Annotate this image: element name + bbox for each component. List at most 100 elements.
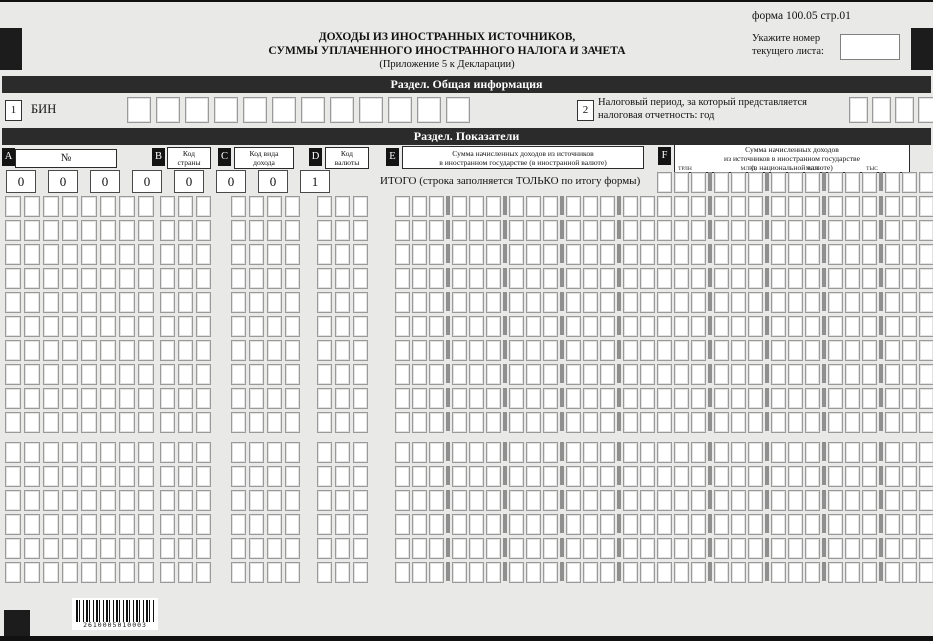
digit-cell[interactable] [828, 490, 843, 511]
digit-cell[interactable] [771, 562, 786, 583]
digit-cell[interactable] [862, 172, 877, 193]
digit-cell[interactable] [317, 268, 332, 289]
digit-cell[interactable] [429, 364, 444, 385]
digit-cell[interactable] [196, 220, 211, 241]
digit-cell[interactable] [600, 388, 615, 409]
digit-cell[interactable] [885, 412, 900, 433]
digit-cell[interactable] [623, 220, 638, 241]
digit-cell[interactable] [509, 388, 524, 409]
digit-cell[interactable] [788, 316, 803, 337]
digit-cell[interactable] [788, 562, 803, 583]
digit-cell[interactable] [566, 196, 581, 217]
digit-cell[interactable] [566, 268, 581, 289]
digit-cell[interactable] [919, 196, 933, 217]
digit-cell[interactable] [119, 196, 135, 217]
digit-cell[interactable] [353, 442, 368, 463]
digit-cell[interactable] [657, 220, 672, 241]
digit-cell[interactable] [543, 364, 558, 385]
digit-cell[interactable] [845, 442, 860, 463]
digit-cell[interactable] [600, 292, 615, 313]
digit-cell[interactable] [526, 538, 541, 559]
digit-cell[interactable] [828, 172, 843, 193]
digit-cell[interactable] [828, 388, 843, 409]
digit-cell[interactable] [788, 412, 803, 433]
digit-cell[interactable] [119, 316, 135, 337]
digit-cell[interactable] [285, 196, 300, 217]
digit-cell[interactable] [231, 388, 246, 409]
digit-cell[interactable] [317, 292, 332, 313]
digit-cell[interactable] [748, 412, 763, 433]
digit-cell[interactable] [395, 244, 410, 265]
digit-cell[interactable] [196, 562, 211, 583]
digit-cell[interactable] [902, 388, 917, 409]
digit-cell[interactable] [805, 340, 820, 361]
digit-cell[interactable] [731, 514, 746, 535]
digit-cell[interactable] [429, 388, 444, 409]
digit-cell[interactable] [452, 364, 467, 385]
digit-cell[interactable] [469, 514, 484, 535]
digit-cell[interactable] [452, 388, 467, 409]
digit-cell[interactable] [452, 562, 467, 583]
digit-cell[interactable] [543, 268, 558, 289]
digit-cell[interactable] [583, 220, 598, 241]
digit-cell[interactable] [178, 220, 193, 241]
digit-cell[interactable] [828, 466, 843, 487]
digit-cell[interactable] [335, 466, 350, 487]
digit-cell[interactable] [674, 340, 689, 361]
digit-cell[interactable] [43, 340, 59, 361]
digit-cell[interactable] [691, 244, 706, 265]
digit-cell[interactable] [429, 466, 444, 487]
digit-cell[interactable] [429, 538, 444, 559]
digit-cell[interactable] [196, 514, 211, 535]
digit-cell[interactable] [748, 364, 763, 385]
digit-cell[interactable] [600, 412, 615, 433]
digit-cell[interactable] [566, 562, 581, 583]
digit-cell[interactable] [267, 388, 282, 409]
digit-cell[interactable] [395, 316, 410, 337]
digit-cell[interactable] [714, 244, 729, 265]
total-row-digit-cell[interactable]: 0 [48, 170, 78, 193]
digit-cell[interactable] [100, 388, 116, 409]
digit-cell[interactable] [412, 514, 427, 535]
digit-cell[interactable] [788, 514, 803, 535]
digit-cell[interactable] [5, 490, 21, 511]
digit-cell[interactable] [788, 538, 803, 559]
digit-cell[interactable] [862, 412, 877, 433]
digit-cell[interactable] [81, 412, 97, 433]
total-row-digit-cell[interactable]: 0 [132, 170, 162, 193]
digit-cell[interactable] [196, 340, 211, 361]
digit-cell[interactable] [24, 316, 40, 337]
digit-cell[interactable] [353, 538, 368, 559]
digit-cell[interactable] [509, 562, 524, 583]
digit-cell[interactable] [748, 196, 763, 217]
digit-cell[interactable] [5, 514, 21, 535]
digit-cell[interactable] [657, 196, 672, 217]
digit-cell[interactable] [5, 196, 21, 217]
digit-cell[interactable] [317, 562, 332, 583]
digit-cell[interactable] [285, 466, 300, 487]
digit-cell[interactable] [81, 364, 97, 385]
digit-cell[interactable] [674, 442, 689, 463]
digit-cell[interactable] [731, 538, 746, 559]
digit-cell[interactable] [231, 466, 246, 487]
digit-cell[interactable] [317, 364, 332, 385]
digit-cell[interactable] [771, 442, 786, 463]
digit-cell[interactable] [748, 466, 763, 487]
digit-cell[interactable] [43, 490, 59, 511]
digit-cell[interactable] [285, 388, 300, 409]
digit-cell[interactable] [657, 514, 672, 535]
digit-cell[interactable] [353, 514, 368, 535]
digit-cell[interactable] [543, 412, 558, 433]
digit-cell[interactable] [640, 388, 655, 409]
digit-cell[interactable] [5, 364, 21, 385]
digit-cell[interactable] [100, 196, 116, 217]
digit-cell[interactable] [178, 196, 193, 217]
digit-cell[interactable] [412, 340, 427, 361]
digit-cell[interactable] [412, 442, 427, 463]
digit-cell[interactable] [657, 562, 672, 583]
digit-cell[interactable] [285, 268, 300, 289]
digit-cell[interactable] [714, 172, 729, 193]
digit-cell[interactable] [119, 538, 135, 559]
digit-cell[interactable] [335, 196, 350, 217]
digit-cell[interactable] [828, 292, 843, 313]
